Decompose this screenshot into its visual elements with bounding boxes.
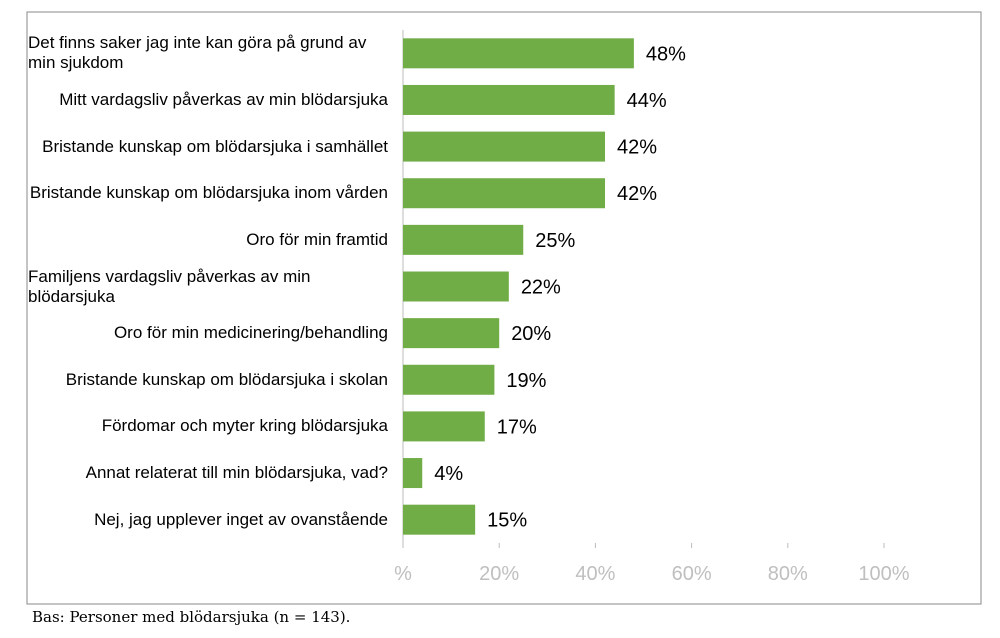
x-tick-label: 60% [672,563,712,585]
value-label: 19% [506,370,546,392]
x-tick-label: 20% [479,563,519,585]
bar [403,504,476,535]
value-label: 42% [617,183,657,205]
category-label: Det finns saker jag inte kan göra på gru… [28,33,388,73]
bar [403,364,495,395]
x-tick-label: % [394,563,412,585]
value-label: 25% [535,230,575,252]
category-label: Annat relaterat till min blödarsjuka, va… [28,463,388,483]
category-text: Bristande kunskap om blödarsjuka inom vå… [29,183,388,203]
bar [403,271,509,302]
bar [403,131,606,162]
category-text: Oro för min framtid [246,229,388,249]
value-label: 20% [511,323,551,345]
category-label: Bristande kunskap om blödarsjuka inom vå… [28,183,388,203]
category-text: Familjens vardagsliv påverkas av min blö… [28,266,311,306]
bar [403,458,423,489]
category-text: Fördomar och myter kring blödarsjuka [101,416,388,436]
x-tick-label: 40% [575,563,615,585]
category-label: Familjens vardagsliv påverkas av min blö… [28,267,388,307]
chart-frame [26,11,982,605]
value-label: 4% [434,463,463,485]
bar [403,38,634,69]
category-text: Mitt vardagsliv påverkas av min blödarsj… [59,89,388,109]
category-label: Oro för min framtid [28,230,388,250]
category-text: Det finns saker jag inte kan göra på gru… [28,33,367,73]
bar [403,84,615,115]
bar [403,224,524,255]
category-label: Fördomar och myter kring blödarsjuka [28,416,388,436]
value-label: 44% [627,90,667,112]
category-label: Mitt vardagsliv påverkas av min blödarsj… [28,90,388,110]
footnote: Bas: Personer med blödarsjuka (n = 143). [32,608,351,626]
value-label: 42% [617,137,657,159]
category-label: Bristande kunskap om blödarsjuka i samhä… [28,137,388,157]
bar [403,318,500,349]
category-text: Bristande kunskap om blödarsjuka i skola… [65,369,388,389]
bar [403,411,485,442]
category-label: Oro för min medicinering/behandling [28,323,388,343]
x-tick-label: 80% [768,563,808,585]
value-label: 15% [487,510,527,532]
category-text: Bristande kunskap om blödarsjuka i samhä… [42,136,388,156]
category-label: Nej, jag upplever inget av ovanstående [28,510,388,530]
category-text: Annat relaterat till min blödarsjuka, va… [85,463,388,483]
bar [403,178,606,209]
category-text: Nej, jag upplever inget av ovanstående [94,509,388,529]
value-label: 48% [646,43,686,65]
value-label: 17% [497,416,537,438]
category-text: Oro för min medicinering/behandling [113,323,388,343]
x-tick-label: 100% [858,563,909,585]
value-label: 22% [521,277,561,299]
category-label: Bristande kunskap om blödarsjuka i skola… [28,370,388,390]
